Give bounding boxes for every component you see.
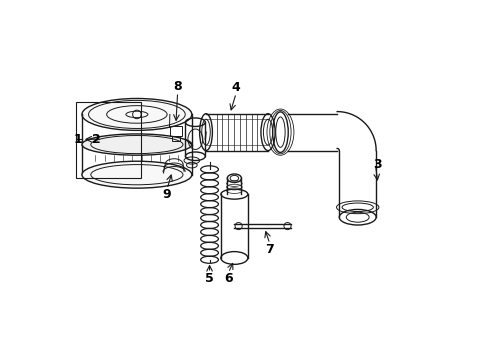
Bar <box>75 102 141 178</box>
Text: 1: 1 <box>74 133 82 146</box>
Text: 7: 7 <box>266 243 274 256</box>
Text: 9: 9 <box>163 188 172 201</box>
Ellipse shape <box>82 161 192 188</box>
Text: 3: 3 <box>373 158 382 171</box>
Text: 5: 5 <box>205 272 214 285</box>
Text: 2: 2 <box>93 133 101 146</box>
Bar <box>170 126 182 136</box>
Text: 4: 4 <box>232 81 241 94</box>
Bar <box>172 136 180 141</box>
Ellipse shape <box>82 99 192 130</box>
Ellipse shape <box>82 134 192 155</box>
Text: 8: 8 <box>173 80 182 93</box>
Text: 6: 6 <box>224 272 233 285</box>
